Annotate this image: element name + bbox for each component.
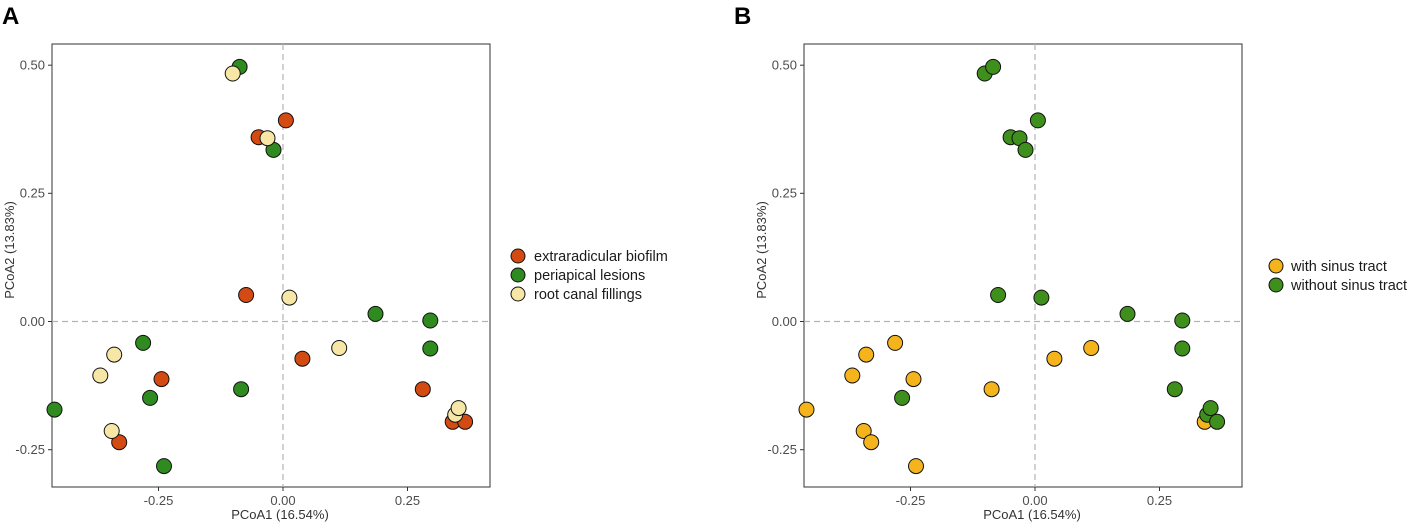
panel-a-xtick-label: 0.00 <box>270 493 295 508</box>
data-point-extraradicular-biofilm <box>414 381 431 398</box>
data-point-root-canal-fillings <box>92 367 109 384</box>
panel-a-ytick-label: -0.25 <box>15 442 45 457</box>
panel-a-plot-frame <box>51 43 491 488</box>
data-point-extraradicular-biofilm <box>238 287 255 303</box>
legend-swatch-extraradicular-biofilm <box>510 248 526 264</box>
legend-swatch-periapical-lesions <box>510 267 526 283</box>
panel-a-xtick-label: 0.25 <box>395 493 420 508</box>
panel-b-ytick-label: 0.25 <box>772 186 797 201</box>
data-point-root-canal-fillings <box>106 346 123 363</box>
data-point-root-canal-fillings <box>259 130 276 147</box>
panel-b-ytick-label: 0.00 <box>772 314 797 329</box>
panel-b-xtick-label: 0.25 <box>1147 493 1172 508</box>
data-point-without-sinus-tract <box>894 389 911 406</box>
legend-label-periapical-lesions: periapical lesions <box>534 268 645 284</box>
panel-b-letter: B <box>734 3 751 30</box>
data-point-root-canal-fillings <box>224 65 241 82</box>
data-point-root-canal-fillings <box>450 400 467 417</box>
data-point-extraradicular-biofilm <box>277 112 294 129</box>
data-point-without-sinus-tract <box>985 58 1002 75</box>
panel-b-points <box>798 58 1226 475</box>
data-point-without-sinus-tract <box>1174 312 1191 329</box>
panel-b-ytick-label: -0.25 <box>767 442 797 457</box>
data-point-with-sinus-tract <box>908 458 924 475</box>
legend-label-without-sinus-tract: without sinus tract <box>1290 278 1407 294</box>
data-point-periapical-lesions <box>156 458 172 475</box>
data-point-with-sinus-tract <box>858 346 875 363</box>
data-point-with-sinus-tract <box>1083 340 1100 356</box>
data-point-without-sinus-tract <box>1033 289 1050 306</box>
data-point-without-sinus-tract <box>1029 112 1046 129</box>
data-point-extraradicular-biofilm <box>294 350 311 367</box>
legend-label-root-canal-fillings: root canal fillings <box>534 287 642 303</box>
panel-a-letter: A <box>2 3 19 30</box>
data-point-root-canal-fillings <box>331 340 348 356</box>
data-point-with-sinus-tract <box>905 371 922 388</box>
legend-swatch-without-sinus-tract <box>1268 277 1284 293</box>
legend-label-extraradicular-biofilm: extraradicular biofilm <box>534 249 668 265</box>
panel-b-plot-frame <box>803 43 1243 488</box>
panel-b-y-axis-title: PCoA2 (13.83%) <box>754 201 769 299</box>
data-point-periapical-lesions <box>233 381 250 398</box>
data-point-with-sinus-tract <box>863 434 880 451</box>
legend-swatch-root-canal-fillings <box>510 286 526 302</box>
panel-a-ytick-label: 0.00 <box>20 314 45 329</box>
data-point-without-sinus-tract <box>990 287 1007 303</box>
legend-swatch-with-sinus-tract <box>1268 258 1284 274</box>
data-point-without-sinus-tract <box>1119 305 1136 322</box>
panel-b-x-axis-title: PCoA1 (16.54%) <box>983 507 1081 522</box>
data-point-periapical-lesions <box>142 389 159 406</box>
data-point-without-sinus-tract <box>1202 400 1219 417</box>
data-point-with-sinus-tract <box>844 367 861 384</box>
legend-label-with-sinus-tract: with sinus tract <box>1290 259 1387 275</box>
panel-a-x-axis-title: PCoA1 (16.54%) <box>231 507 329 522</box>
panel-b: B 0.50 0.25 0.00 -0.25 -0.25 0.00 0.25 P… <box>734 3 1407 522</box>
data-point-without-sinus-tract <box>1174 340 1191 357</box>
panel-b-xtick-label: -0.25 <box>896 493 926 508</box>
data-point-without-sinus-tract <box>1017 141 1034 158</box>
panel-b-xtick-label: 0.00 <box>1022 493 1047 508</box>
data-point-with-sinus-tract <box>798 401 815 418</box>
data-point-periapical-lesions <box>135 334 152 351</box>
panel-a-legend: extraradicular biofilm periapical lesion… <box>510 248 668 303</box>
panel-b-ytick-label: 0.50 <box>772 58 797 73</box>
panel-a-points <box>46 58 474 475</box>
data-point-periapical-lesions <box>367 305 384 322</box>
data-point-without-sinus-tract <box>1209 413 1226 430</box>
panel-a: A 0.50 0.25 0.00 -0.25 -0.25 0.00 0.25 P… <box>2 3 668 522</box>
data-point-extraradicular-biofilm <box>153 371 170 388</box>
panel-a-ytick-label: 0.50 <box>20 58 45 73</box>
panel-a-ytick-label: 0.25 <box>20 186 45 201</box>
data-point-root-canal-fillings <box>103 423 120 439</box>
panel-a-xtick-label: -0.25 <box>144 493 174 508</box>
data-point-with-sinus-tract <box>855 423 872 439</box>
data-point-periapical-lesions <box>422 340 439 357</box>
data-point-with-sinus-tract <box>1046 350 1063 367</box>
data-point-without-sinus-tract <box>1166 381 1183 398</box>
data-point-periapical-lesions <box>422 312 439 329</box>
panel-a-y-axis-title: PCoA2 (13.83%) <box>2 201 17 299</box>
data-point-with-sinus-tract <box>887 334 904 351</box>
data-point-periapical-lesions <box>46 401 63 418</box>
data-point-root-canal-fillings <box>281 289 298 306</box>
data-point-with-sinus-tract <box>983 381 1000 398</box>
data-point-extraradicular-biofilm <box>111 434 128 451</box>
panel-b-legend: with sinus tract without sinus tract <box>1268 258 1407 294</box>
